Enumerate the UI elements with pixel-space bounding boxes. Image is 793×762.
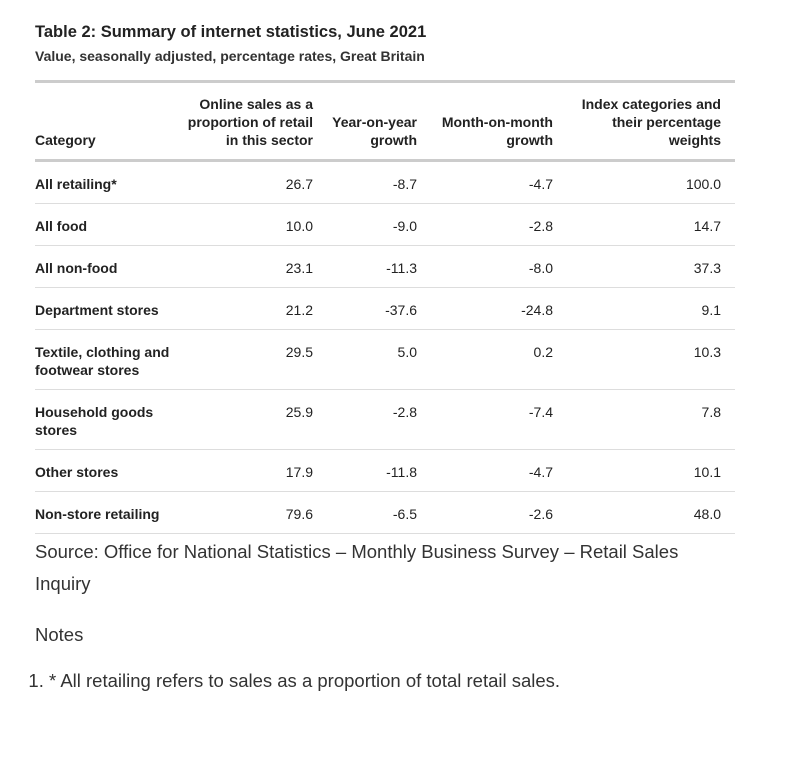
cell-yoy-growth: -2.8 bbox=[313, 389, 417, 450]
table-row: All retailing* 26.7 -8.7 -4.7 100.0 bbox=[35, 160, 735, 204]
cell-index-weight: 9.1 bbox=[553, 287, 735, 330]
cell-online-sales: 17.9 bbox=[175, 449, 313, 492]
cell-mom-growth: -24.8 bbox=[417, 287, 553, 330]
note-item: * All retailing refers to sales as a pro… bbox=[49, 670, 735, 692]
cell-mom-growth: 0.2 bbox=[417, 329, 553, 390]
cell-online-sales: 21.2 bbox=[175, 287, 313, 330]
cell-index-weight: 10.3 bbox=[553, 329, 735, 390]
cell-yoy-growth: -37.6 bbox=[313, 287, 417, 330]
column-header-category: Category bbox=[35, 81, 175, 162]
cell-category: Textile, clothing and footwear stores bbox=[35, 329, 175, 390]
table-row: All non-food 23.1 -11.3 -8.0 37.3 bbox=[35, 245, 735, 288]
cell-index-weight: 14.7 bbox=[553, 203, 735, 246]
cell-online-sales: 23.1 bbox=[175, 245, 313, 288]
table-row: Non-store retailing 79.6 -6.5 -2.6 48.0 bbox=[35, 491, 735, 534]
cell-mom-growth: -4.7 bbox=[417, 160, 553, 204]
cell-yoy-growth: 5.0 bbox=[313, 329, 417, 390]
notes-list: * All retailing refers to sales as a pro… bbox=[35, 670, 735, 692]
table-header-row: Category Online sales as a proportion of… bbox=[35, 81, 735, 162]
cell-index-weight: 37.3 bbox=[553, 245, 735, 288]
cell-yoy-growth: -8.7 bbox=[313, 160, 417, 204]
cell-yoy-growth: -11.3 bbox=[313, 245, 417, 288]
statistics-table-section: Table 2: Summary of internet statistics,… bbox=[35, 20, 735, 692]
table-row: Textile, clothing and footwear stores 29.… bbox=[35, 329, 735, 390]
cell-mom-growth: -7.4 bbox=[417, 389, 553, 450]
notes-heading: Notes bbox=[35, 624, 84, 645]
cell-category: Other stores bbox=[35, 449, 175, 492]
table-title: Table 2: Summary of internet statistics,… bbox=[35, 23, 427, 41]
cell-category: Household goods stores bbox=[35, 389, 175, 450]
cell-yoy-growth: -11.8 bbox=[313, 449, 417, 492]
cell-yoy-growth: -9.0 bbox=[313, 203, 417, 246]
cell-index-weight: 7.8 bbox=[553, 389, 735, 450]
table-row: All food 10.0 -9.0 -2.8 14.7 bbox=[35, 203, 735, 246]
cell-category: All food bbox=[35, 203, 175, 246]
cell-mom-growth: -8.0 bbox=[417, 245, 553, 288]
table-row: Household goods stores 25.9 -2.8 -7.4 7.8 bbox=[35, 389, 735, 450]
table-row: Department stores 21.2 -37.6 -24.8 9.1 bbox=[35, 287, 735, 330]
table-subtitle: Value, seasonally adjusted, percentage r… bbox=[35, 48, 425, 64]
cell-yoy-growth: -6.5 bbox=[313, 491, 417, 534]
cell-index-weight: 100.0 bbox=[553, 160, 735, 204]
cell-online-sales: 25.9 bbox=[175, 389, 313, 450]
cell-index-weight: 48.0 bbox=[553, 491, 735, 534]
column-header-mom-growth: Month-on-month growth bbox=[417, 81, 553, 162]
cell-online-sales: 10.0 bbox=[175, 203, 313, 246]
cell-online-sales: 29.5 bbox=[175, 329, 313, 390]
cell-category: All non-food bbox=[35, 245, 175, 288]
cell-category: All retailing* bbox=[35, 160, 175, 204]
column-header-online-sales: Online sales as a proportion of retail i… bbox=[175, 81, 313, 162]
cell-online-sales: 79.6 bbox=[175, 491, 313, 534]
cell-category: Non-store retailing bbox=[35, 491, 175, 534]
cell-mom-growth: -2.6 bbox=[417, 491, 553, 534]
cell-category: Department stores bbox=[35, 287, 175, 330]
column-header-index-weights: Index categories and their percentage we… bbox=[553, 81, 735, 162]
cell-index-weight: 10.1 bbox=[553, 449, 735, 492]
cell-online-sales: 26.7 bbox=[175, 160, 313, 204]
column-header-yoy-growth: Year-on-year growth bbox=[313, 81, 417, 162]
table-row: Other stores 17.9 -11.8 -4.7 10.1 bbox=[35, 449, 735, 492]
statistics-table: Category Online sales as a proportion of… bbox=[35, 80, 735, 534]
cell-mom-growth: -2.8 bbox=[417, 203, 553, 246]
cell-mom-growth: -4.7 bbox=[417, 449, 553, 492]
source-note: Source: Office for National Statistics –… bbox=[35, 541, 679, 594]
